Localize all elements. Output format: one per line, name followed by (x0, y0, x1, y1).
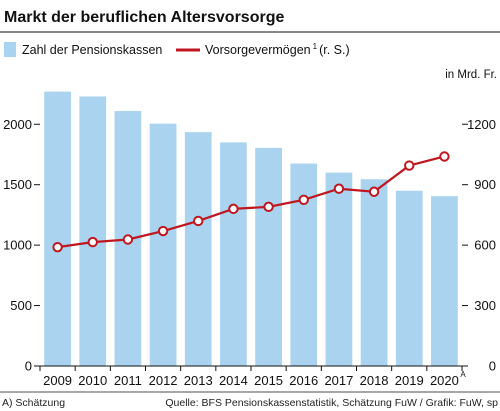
right-tick-label: 600 (474, 238, 496, 253)
x-tick-label: 2020 (430, 373, 459, 388)
source-note: Quelle: BFS Pensionskassenstatistik, Sch… (165, 397, 498, 409)
vermoegen-point-2010 (87, 236, 98, 248)
x-tick-label: 2018 (360, 373, 389, 388)
legend-swatch-bars (4, 42, 16, 57)
right-axis-unit: in Mrd. Fr. (445, 69, 497, 81)
left-tick-label: 2000 (3, 117, 32, 132)
vermoegen-point-2020 (439, 151, 450, 162)
vermoegen-line (57, 155, 445, 249)
left-tick-label: 1500 (3, 177, 32, 192)
right-tick-label: 1200 (467, 117, 496, 132)
bar-2017 (325, 172, 353, 366)
left-axis-ticks: 0 500 1000 1500 2000 (3, 117, 40, 374)
vermoegen-point-2018 (368, 186, 380, 197)
vermoegen-point-2009 (52, 241, 63, 253)
x-tick-label: 2016 (289, 373, 318, 388)
line-series (52, 151, 450, 253)
right-axis-ticks: 0 300 600 900 1200 (462, 117, 496, 374)
vermoegen-point-2012 (157, 225, 169, 237)
x-tick-label: 2009 (43, 373, 72, 388)
bar-2014 (220, 142, 247, 366)
vermoegen-point-2013 (193, 215, 204, 227)
x-tick-label: 2011 (114, 373, 142, 388)
bar-series (44, 91, 458, 367)
left-tick-label: 0 (25, 359, 32, 374)
x-tick-label: 2019 (395, 373, 424, 388)
footnote: A) Schätzung (2, 397, 65, 409)
bar-2013 (184, 132, 212, 366)
bar-2016 (290, 163, 318, 366)
x-tick-label: 2013 (184, 373, 213, 388)
bar-2018 (360, 179, 388, 366)
x-tick-label: 2015 (254, 373, 283, 388)
vermoegen-point-2015 (263, 201, 274, 213)
vermoegen-point-2019 (404, 160, 415, 171)
left-tick-label: 1000 (3, 238, 32, 253)
chart-title: Markt der beruflichen Altersvorsorge (4, 9, 284, 26)
legend-suffix: (r. S.) (319, 43, 350, 57)
legend-superscript: 1 (313, 42, 318, 51)
vermoegen-point-2014 (228, 203, 239, 215)
bar-2012 (149, 123, 177, 366)
bar-2019 (395, 190, 423, 366)
x-tick-label: 2010 (78, 373, 107, 388)
right-tick-label: 0 (489, 359, 496, 374)
bar-2015 (255, 147, 282, 366)
bar-2009 (44, 91, 71, 366)
vermoegen-point-2017 (333, 183, 345, 194)
bar-2010 (79, 96, 107, 366)
vermoegen-point-2011 (122, 234, 134, 245)
left-tick-label: 500 (10, 298, 32, 313)
legend-label-line: Vorsorgevermögen (205, 43, 311, 57)
right-tick-label: 900 (474, 177, 496, 192)
x-axis-ticks: 2009 2010 2011 2012 2013 2014 2015 2016 2017 2018… (39, 366, 466, 388)
right-tick-label: 300 (474, 298, 496, 313)
x-tick-superscript: A (460, 370, 466, 379)
vermoegen-point-2016 (298, 194, 309, 206)
bar-2020 (431, 196, 458, 366)
x-tick-label: 2017 (324, 373, 353, 388)
legend-label-line-group: Vorsorgevermögen 1 (r. S.) (205, 42, 350, 57)
legend-label-bars: Zahl der Pensionskassen (22, 43, 162, 57)
x-tick-label: 2014 (219, 373, 248, 388)
x-tick-label: 2012 (149, 373, 178, 388)
